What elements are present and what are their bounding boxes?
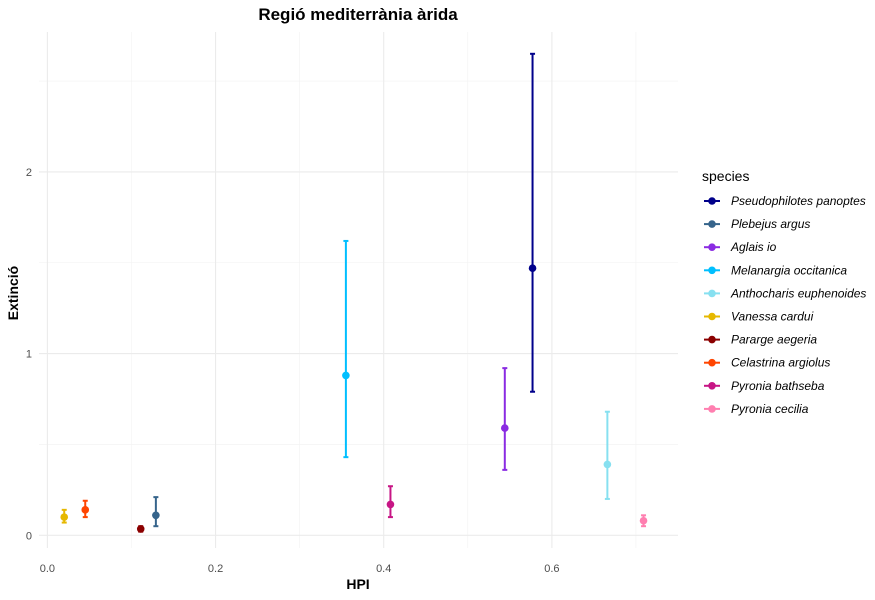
- data-point: [81, 506, 90, 514]
- legend-label: Pararge aegeria: [731, 333, 817, 347]
- data-point: [386, 500, 395, 509]
- legend-label: Plebejus argus: [731, 217, 810, 231]
- legend-key-point: [708, 312, 716, 321]
- legend-key-point: [708, 289, 716, 298]
- legend-key-point: [708, 382, 716, 390]
- data-point: [136, 525, 145, 533]
- legend-label: Vanessa cardui: [731, 310, 814, 324]
- legend-key-point: [708, 197, 716, 205]
- x-axis-ticks: 0.0 0.2 0.4 0.6: [40, 563, 560, 575]
- legend-key-point: [708, 335, 716, 344]
- legend-label: Melanargia occitanica: [731, 263, 847, 277]
- y-tick-label: 0: [26, 530, 32, 542]
- legend: species Pseudophilotes panoptes Plebejus …: [702, 168, 866, 416]
- legend-label: Pyronia bathseba: [731, 379, 825, 393]
- data-point: [500, 424, 509, 432]
- legend-label: Aglais io: [730, 240, 777, 254]
- y-tick-label: 1: [26, 349, 32, 361]
- data-point: [342, 371, 350, 380]
- data-point: [60, 513, 69, 521]
- x-tick-label: 0.0: [40, 563, 55, 575]
- data-point: [528, 264, 537, 272]
- x-tick-label: 0.2: [208, 563, 223, 575]
- legend-label: Anthocharis euphenoides: [730, 286, 866, 300]
- legend-key-point: [708, 405, 716, 413]
- x-tick-label: 0.6: [544, 563, 559, 575]
- legend-key-point: [708, 358, 716, 367]
- legend-key-point: [708, 266, 716, 275]
- x-tick-label: 0.4: [376, 563, 391, 575]
- y-axis-title: Extinció: [5, 266, 21, 320]
- data-point: [152, 511, 160, 520]
- x-axis-title: HPI: [346, 576, 369, 592]
- y-tick-label: 2: [26, 167, 32, 179]
- legend-key-point: [708, 220, 716, 228]
- legend-label: Pyronia cecilia: [731, 402, 809, 416]
- plot-marks: [60, 52, 648, 533]
- data-point: [603, 460, 612, 469]
- chart-title: Regió mediterrània àrida: [258, 5, 458, 24]
- legend-label: Celastrina argiolus: [731, 356, 830, 370]
- legend-title: species: [702, 168, 749, 184]
- data-point: [639, 516, 648, 525]
- y-axis-ticks: 0 1 2: [26, 167, 32, 542]
- legend-label: Pseudophilotes panoptes: [731, 194, 866, 208]
- plot-grid: [39, 32, 678, 548]
- legend-key-point: [708, 243, 716, 251]
